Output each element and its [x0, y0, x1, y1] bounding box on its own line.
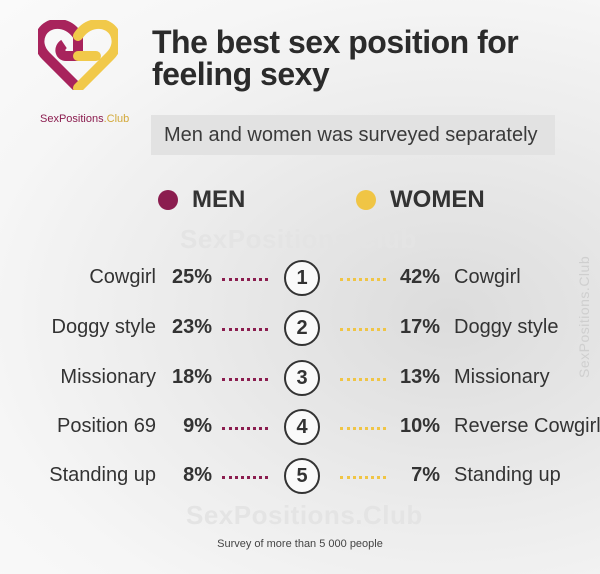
- men-position-name: Missionary: [60, 366, 156, 388]
- women-position-name: Reverse Cowgirl: [454, 415, 600, 437]
- legend-men-label: MEN: [192, 186, 246, 213]
- rank-circle: 1: [284, 260, 320, 296]
- men-percentage: 18%: [171, 366, 212, 388]
- brand-part1: SexPositions: [40, 113, 104, 125]
- rank-circle: 2: [284, 310, 320, 346]
- legend-women-dot: [356, 190, 376, 210]
- women-dotted-connector: [340, 427, 386, 430]
- watermark-middle: SexPositions.Club: [180, 224, 417, 254]
- women-dotted-connector: [340, 378, 386, 381]
- men-dotted-connector: [222, 278, 268, 281]
- watermark-bottom: SexPositions.Club: [186, 500, 423, 530]
- men-position-name: Position 69: [57, 415, 156, 437]
- men-dotted-connector: [222, 328, 268, 331]
- rank-circle: 3: [284, 360, 320, 396]
- legend-men-dot: [158, 190, 178, 210]
- ranking-row: Standing up 8% 5 7% Standing up: [0, 456, 600, 496]
- page-title: The best sex position for feeling sexy: [152, 24, 519, 92]
- legend-women: WOMEN: [356, 186, 485, 214]
- rank-circle: 4: [284, 409, 320, 445]
- women-dotted-connector: [340, 328, 386, 331]
- men-position-name: Cowgirl: [89, 266, 156, 288]
- men-percentage: 9%: [183, 415, 212, 437]
- women-percentage: 13%: [399, 366, 440, 388]
- men-position-name: Doggy style: [51, 316, 157, 338]
- women-position-name: Cowgirl: [454, 266, 521, 288]
- rank-circle: 5: [284, 458, 320, 494]
- women-percentage: 42%: [399, 266, 440, 288]
- women-percentage: 17%: [399, 316, 440, 338]
- women-percentage: 7%: [411, 464, 440, 486]
- ranking-row: Missionary 18% 3 13% Missionary: [0, 358, 600, 398]
- men-percentage: 8%: [183, 464, 212, 486]
- women-dotted-connector: [340, 278, 386, 281]
- logo-left-heart-half: [38, 20, 83, 90]
- subtitle-background: [151, 115, 555, 155]
- brand-part2: .Club: [103, 113, 130, 125]
- women-dotted-connector: [340, 476, 386, 479]
- brand-name: SexPositions.Club: [40, 113, 129, 125]
- women-percentage: 10%: [399, 415, 440, 437]
- ranking-row: Position 69 9% 4 10% Reverse Cowgirl: [0, 407, 600, 447]
- title-line-1: The best sex position for: [152, 24, 519, 60]
- ranking-row: Cowgirl 25% 1 42% Cowgirl: [0, 258, 600, 298]
- men-dotted-connector: [222, 427, 268, 430]
- men-position-name: Standing up: [49, 464, 156, 486]
- women-position-name: Standing up: [454, 464, 561, 486]
- legend-women-label: WOMEN: [390, 186, 485, 213]
- heart-logo-icon: [38, 20, 118, 90]
- men-dotted-connector: [222, 378, 268, 381]
- title-line-2: feeling sexy: [152, 56, 330, 92]
- logo-right-heart-half: [73, 20, 118, 90]
- men-percentage: 25%: [171, 266, 212, 288]
- survey-footnote: Survey of more than 5 000 people: [217, 538, 383, 550]
- women-position-name: Missionary: [454, 366, 550, 388]
- men-dotted-connector: [222, 476, 268, 479]
- ranking-row: Doggy style 23% 2 17% Doggy style: [0, 308, 600, 348]
- legend-men: MEN: [158, 186, 245, 214]
- subtitle: Men and women was surveyed separately: [164, 124, 538, 146]
- women-position-name: Doggy style: [454, 316, 559, 338]
- men-percentage: 23%: [171, 316, 212, 338]
